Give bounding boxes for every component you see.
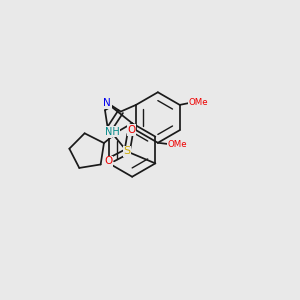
Text: OMe: OMe [189,98,208,107]
Text: O: O [128,125,136,135]
Text: N: N [103,98,111,108]
Text: S: S [124,146,131,157]
Text: O: O [103,128,111,137]
Text: OMe: OMe [168,140,187,149]
Text: NH: NH [105,127,120,136]
Text: O: O [104,156,112,166]
